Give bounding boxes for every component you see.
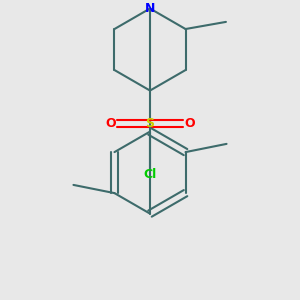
Text: Cl: Cl [143, 169, 157, 182]
Text: O: O [184, 117, 195, 130]
Text: O: O [105, 117, 116, 130]
Text: S: S [146, 117, 154, 130]
Text: N: N [145, 2, 155, 15]
